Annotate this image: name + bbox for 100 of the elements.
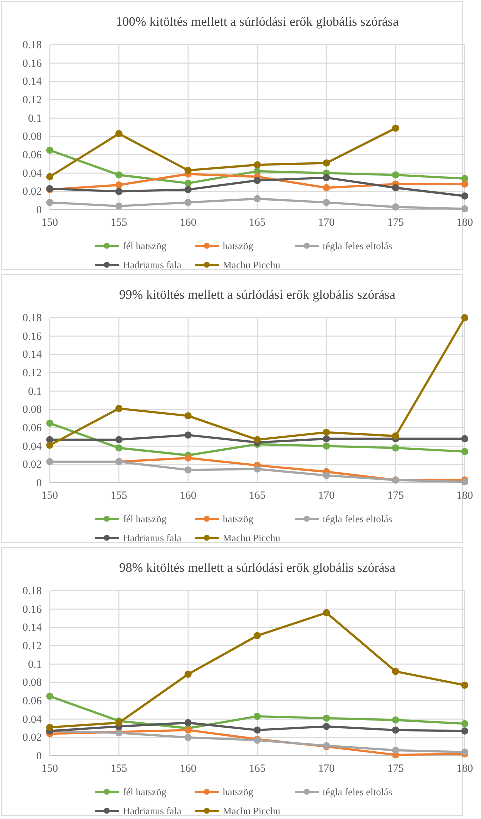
point [254,713,262,720]
y-tick-label: 0.16 [22,330,42,343]
point [392,124,400,132]
legend-label: hatszög [223,242,254,252]
x-tick-label: 165 [249,490,266,502]
point [461,720,469,728]
y-tick-label: 0.04 [22,440,42,453]
point [461,192,469,200]
point [116,182,123,189]
x-tick-label: 160 [180,216,198,229]
point [392,668,400,676]
x-tick-label: 155 [110,216,128,229]
y-tick-label: 0.04 [22,714,42,726]
y-tick-label: 0.04 [22,168,42,180]
y-tick-label: 0.06 [22,696,42,708]
y-tick-label: 0.12 [22,94,42,107]
y-tick-label: 0.06 [22,150,42,162]
y-tick-label: 0 [36,478,42,490]
point [46,458,54,466]
point [254,726,262,734]
point [184,466,192,474]
y-tick-label: 0.16 [22,604,42,616]
x-tick-label: 180 [456,216,474,229]
legend-label: hatszög [223,514,254,526]
point [323,184,330,192]
legend-label: tégla feles eltolás [323,788,393,798]
y-tick-label: 0.18 [22,312,42,325]
y-tick-label: 0.18 [22,40,42,52]
point [392,204,400,211]
x-tick-label: 175 [388,216,405,229]
x-tick-label: 175 [388,490,405,502]
point [323,174,330,182]
point [46,173,54,181]
point [254,162,262,169]
y-tick-label: 0.02 [22,732,42,744]
x-tick-label: 150 [42,216,59,229]
point [46,199,54,206]
point [254,177,262,184]
chart-title: 100% kitöltés mellett a súrlódási erők globális szórása [116,14,400,29]
y-tick-label: 0.1 [28,658,42,671]
point [184,199,192,206]
point [461,435,469,443]
y-tick-label: 0.16 [22,58,42,70]
legend-label: tégla feles eltolás [323,514,393,526]
point [46,692,54,700]
point [392,746,400,754]
point [323,472,330,480]
y-tick-label: 0.14 [22,76,42,88]
point [461,728,469,735]
point [184,167,192,174]
x-tick-label: 160 [180,490,198,502]
y-tick-label: 0.08 [22,404,42,416]
legend-label: hatszög [223,788,254,798]
point [461,448,469,456]
y-tick-label: 0.08 [22,131,42,144]
point [116,172,123,179]
point [392,172,400,179]
y-tick-label: 0 [36,204,42,217]
x-tick-label: 160 [180,762,198,775]
y-tick-label: 0.1 [28,386,42,398]
y-tick-label: 0.1 [28,112,42,125]
point [392,726,400,734]
point [461,682,469,689]
point [323,723,330,730]
point [254,466,262,473]
legend-label: Hadrianus fala [123,534,182,544]
x-tick-label: 170 [318,216,336,229]
point [323,429,330,436]
x-tick-label: 170 [318,490,336,502]
y-tick-label: 0.14 [22,622,42,634]
point [46,420,54,427]
legend-label: fél hatszög [123,788,167,798]
point [392,184,400,192]
legend-label: fél hatszög [123,242,167,252]
point [46,442,54,449]
y-tick-label: 0.14 [22,349,42,362]
x-tick-label: 155 [110,762,128,775]
point [461,314,469,322]
point [46,724,54,732]
point [46,146,54,154]
point [392,444,400,452]
x-tick-label: 150 [42,490,59,502]
y-tick-label: 0.06 [22,422,42,435]
x-tick-label: 150 [42,762,59,775]
point [323,714,330,722]
y-tick-label: 0.12 [22,640,42,653]
legend-label: Machu Picchu [223,534,280,544]
point [323,609,330,617]
point [184,670,192,678]
y-tick-label: 0.02 [22,186,42,198]
y-tick-label: 0.08 [22,677,42,690]
x-tick-label: 180 [456,490,474,502]
y-tick-label: 0.12 [22,368,42,380]
x-tick-label: 180 [456,762,474,775]
point [392,716,400,724]
point [461,180,469,188]
point [461,206,469,213]
point [254,436,262,444]
y-tick-label: 0.02 [22,459,42,472]
chart-title: 99% kitöltés mellett a súrlódási erők globális szórása [119,287,396,302]
